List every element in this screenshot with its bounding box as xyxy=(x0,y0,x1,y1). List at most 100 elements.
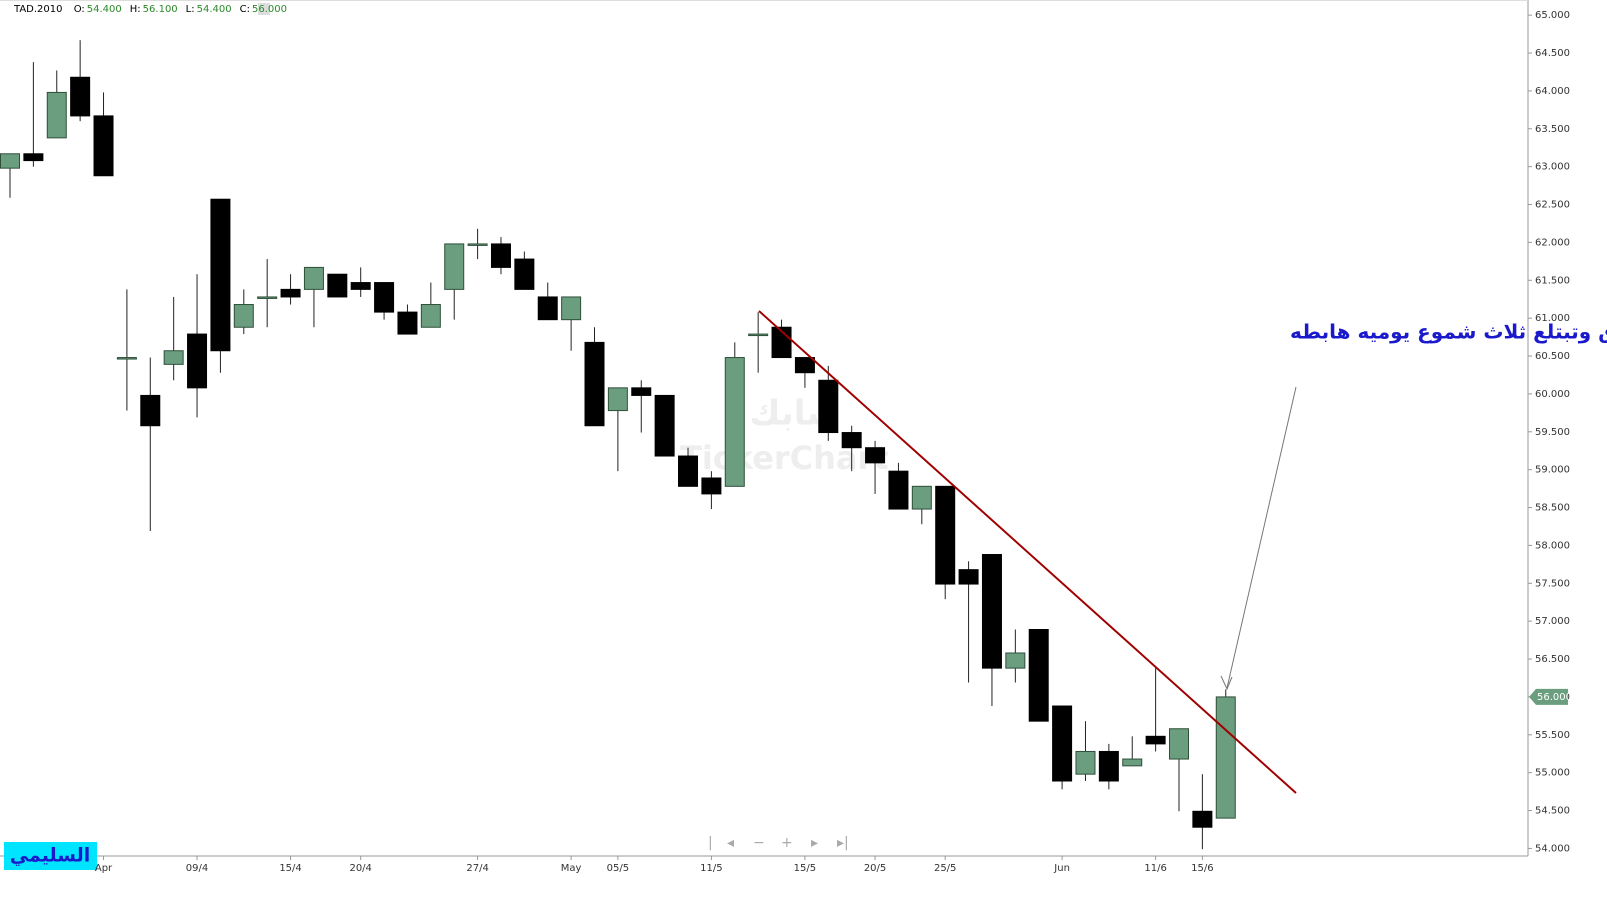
candle-body xyxy=(187,333,208,389)
candle-body xyxy=(888,470,909,510)
candle-body xyxy=(490,243,511,268)
candle-body xyxy=(1169,728,1189,760)
y-tick-label: 60.000 xyxy=(1535,389,1570,400)
candles xyxy=(0,40,1236,850)
header-name: C: xyxy=(239,4,250,15)
x-tick-label: 15/5 xyxy=(794,863,816,874)
candle-body xyxy=(865,447,886,464)
x-tick-label: 05/5 xyxy=(607,863,629,874)
candle-body xyxy=(116,357,137,360)
candle-body xyxy=(397,311,418,335)
candle-body xyxy=(0,153,20,169)
candle-body xyxy=(818,379,839,434)
candle-body xyxy=(233,304,254,328)
annotation: سابك تخترق وتبتلع ثلاث شموع يوميه هابطه xyxy=(1290,320,1607,344)
candle-body xyxy=(1215,696,1236,819)
candle-body xyxy=(841,432,862,449)
candle-body xyxy=(1028,629,1049,722)
candle-body xyxy=(303,266,324,290)
candle-body xyxy=(654,394,675,457)
candle-body xyxy=(981,554,1002,669)
x-tick-label: 15/4 xyxy=(279,863,301,874)
y-tick-label: 55.500 xyxy=(1535,730,1570,741)
y-tick-label: 58.000 xyxy=(1535,540,1570,551)
candle-body xyxy=(70,76,91,117)
candle-body xyxy=(561,296,582,321)
y-tick-label: 57.500 xyxy=(1535,578,1570,589)
x-tick-label: 20/4 xyxy=(349,863,371,874)
nav-zoom-in[interactable]: + xyxy=(781,835,793,851)
x-tick-label: 27/4 xyxy=(466,863,488,874)
candle-body xyxy=(23,153,44,162)
candle-body xyxy=(748,333,769,337)
trend-line xyxy=(758,310,1297,794)
candle-body xyxy=(1145,735,1166,745)
candle-body xyxy=(1052,705,1073,782)
candle-body xyxy=(911,485,932,510)
candle-body xyxy=(678,455,699,487)
arrow-head xyxy=(1220,675,1233,691)
header-menu[interactable] xyxy=(258,3,270,15)
candle-body xyxy=(794,357,815,374)
header-value: 56.100 xyxy=(142,4,178,15)
candle-body xyxy=(374,282,395,313)
x-tick-label: 20/5 xyxy=(864,863,886,874)
y-tick-label: 63.500 xyxy=(1535,124,1570,135)
y-tick-label: 63.000 xyxy=(1535,162,1570,173)
candle-body xyxy=(537,296,558,321)
candle-body xyxy=(935,485,956,585)
header: TAD.2010 O: 54.400 H: 56.100 L: 54.400 C: 56.00… xyxy=(14,4,287,15)
x-tick-label: 25/5 xyxy=(934,863,956,874)
y-tick-label: 64.000 xyxy=(1535,86,1570,97)
candle-body xyxy=(1192,810,1213,828)
nav-right[interactable]: ▸ xyxy=(811,835,818,851)
header-name: H: xyxy=(129,4,141,15)
y-tick-label: 61.000 xyxy=(1535,313,1570,324)
y-tick-label: 62.000 xyxy=(1535,237,1570,248)
x-tick-label: 15/6 xyxy=(1191,863,1213,874)
arrow-line xyxy=(1226,386,1297,689)
header-value: 54.400 xyxy=(196,4,232,15)
x-tick-label: Jun xyxy=(1053,863,1070,874)
candle-body xyxy=(1098,750,1119,782)
header-fields: O: 54.400 H: 56.100 L: 54.400 C: 56.000 xyxy=(66,4,287,15)
candle-body xyxy=(327,273,348,298)
candle-body xyxy=(420,304,441,328)
nav-start[interactable]: | xyxy=(708,835,713,851)
header-name: O: xyxy=(73,4,85,15)
nav-controls[interactable]: | ◂ − + ▸ ▸| xyxy=(708,835,849,851)
candle-body xyxy=(514,258,535,290)
candle-body xyxy=(1122,758,1143,767)
x-tick-label: May xyxy=(561,863,582,874)
candle-body xyxy=(701,477,722,495)
candle-body xyxy=(350,282,371,290)
nav-left[interactable]: ◂ xyxy=(727,835,734,851)
candle-body xyxy=(140,394,161,427)
nav-zoom-out[interactable]: − xyxy=(753,835,765,851)
candle-body xyxy=(46,91,67,139)
y-tick-label: 62.500 xyxy=(1535,200,1570,211)
nav-end[interactable]: ▸| xyxy=(837,835,849,851)
x-tick-label: 11/6 xyxy=(1144,863,1166,874)
y-tick-label: 59.000 xyxy=(1535,465,1570,476)
y-tick-label: 54.500 xyxy=(1535,806,1570,817)
candle-body xyxy=(584,341,605,427)
candle-body xyxy=(958,569,979,585)
symbol: TAD.2010 xyxy=(14,4,63,15)
candle-body xyxy=(467,243,488,246)
candle-body xyxy=(724,357,745,487)
author: السليمي xyxy=(10,845,90,867)
x-tick-label: Apr xyxy=(95,863,113,874)
y-tick-label: 56.500 xyxy=(1535,654,1570,665)
header-value: 56.000 xyxy=(251,4,287,15)
y-tick-label: 58.500 xyxy=(1535,503,1570,514)
y-tick-label: 54.000 xyxy=(1535,843,1570,854)
y-tick-label: 61.500 xyxy=(1535,275,1570,286)
author-box xyxy=(4,842,97,870)
candle-body xyxy=(1075,750,1096,775)
candle-body xyxy=(607,387,628,412)
y-tick-label: 59.500 xyxy=(1535,427,1570,438)
last-price-label: 56.000 xyxy=(1537,692,1572,703)
